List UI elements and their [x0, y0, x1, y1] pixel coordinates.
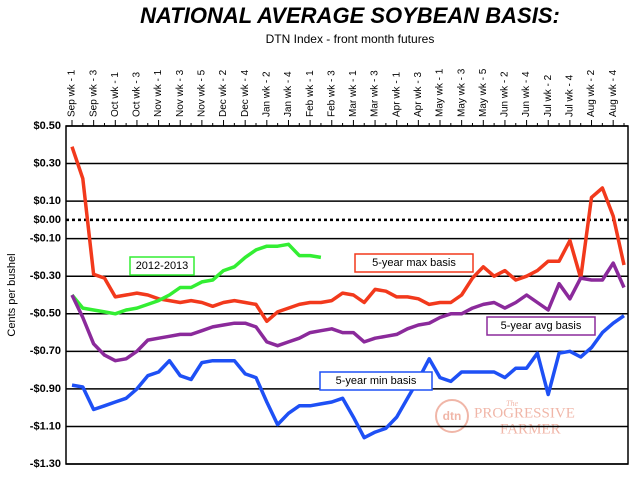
x-tick-label: Feb wk - 1: [305, 70, 316, 117]
y-tick-label: -$0.90: [30, 383, 61, 395]
legend-label: 5-year avg basis: [501, 320, 582, 332]
x-tick-label: Jul wk - 2: [543, 74, 554, 117]
legend-box: [129, 256, 195, 276]
y-tick-label: -$1.30: [30, 458, 61, 470]
series-line: [70, 261, 626, 363]
series-line: [71, 314, 625, 440]
y-tick-label: $0.00: [33, 214, 61, 226]
y-tick-label: -$0.30: [30, 270, 61, 282]
x-tick-label: Apr wk - 3: [413, 72, 424, 117]
x-tick-label: Feb wk - 3: [326, 70, 337, 117]
x-tick-label: Oct wk - 3: [132, 72, 143, 117]
x-tick-label: Mar wk - 1: [348, 70, 359, 117]
y-tick-label: $0.10: [33, 195, 61, 207]
x-tick-label: Mar wk - 3: [370, 70, 381, 117]
x-tick-label: Nov wk - 3: [175, 69, 186, 117]
x-tick-label: Jun wk - 4: [521, 71, 532, 117]
x-tick-label: Aug wk - 4: [608, 69, 619, 117]
x-tick-label: Oct wk - 1: [110, 72, 121, 117]
x-tick-label: Dec wk - 4: [240, 69, 251, 117]
x-tick-label: Sep wk - 3: [88, 69, 99, 117]
legend-box: [354, 253, 474, 273]
logo-small: The: [506, 399, 518, 408]
y-tick-label: -$0.50: [30, 308, 61, 320]
y-axis-label: Cents per bushel: [6, 253, 18, 336]
logo-circle: [435, 399, 469, 433]
x-tick-label: Jan wk - 2: [261, 71, 272, 117]
legend-label: 5-year min basis: [336, 375, 417, 387]
y-tick-label: $0.50: [33, 120, 61, 132]
chart-subtitle: DTN Index - front month futures: [266, 32, 435, 46]
y-tick-label: $0.30: [33, 157, 61, 169]
x-tick-label: May wk - 3: [456, 68, 467, 117]
logo: dtn The PROGRESSIVE FARMER: [435, 399, 575, 437]
legend-box: [319, 371, 433, 391]
x-tick-label: Dec wk - 2: [218, 69, 229, 117]
chart-title: NATIONAL AVERAGE SOYBEAN BASIS:: [140, 3, 560, 28]
y-tick-label: -$1.10: [30, 420, 61, 432]
x-tick-label: Sep wk - 1: [67, 69, 78, 117]
legend-box: [486, 316, 596, 336]
x-tick-label: Nov wk - 5: [197, 69, 208, 117]
x-tick-label: Jan wk - 4: [283, 71, 294, 117]
y-tick-label: -$0.10: [30, 233, 61, 245]
x-tick-label: Jul wk - 4: [565, 74, 576, 117]
x-tick-label: Apr wk - 1: [391, 72, 402, 117]
x-tick-label: Aug wk - 2: [586, 69, 597, 117]
logo-name: PROGRESSIVE: [474, 405, 575, 421]
x-tick-label: Nov wk - 1: [153, 69, 164, 117]
logo-mark: dtn: [443, 409, 462, 423]
legend-label: 2012-2013: [136, 260, 189, 272]
y-tick-label: -$0.70: [30, 345, 61, 357]
x-tick-label: Jun wk - 2: [500, 71, 511, 117]
x-tick-label: May wk - 1: [435, 68, 446, 117]
series-line: [70, 146, 626, 324]
legend-label: 5-year max basis: [372, 257, 456, 269]
series-line: [70, 242, 322, 316]
logo-name2: FARMER: [500, 421, 561, 437]
x-tick-label: May wk - 5: [478, 68, 489, 117]
